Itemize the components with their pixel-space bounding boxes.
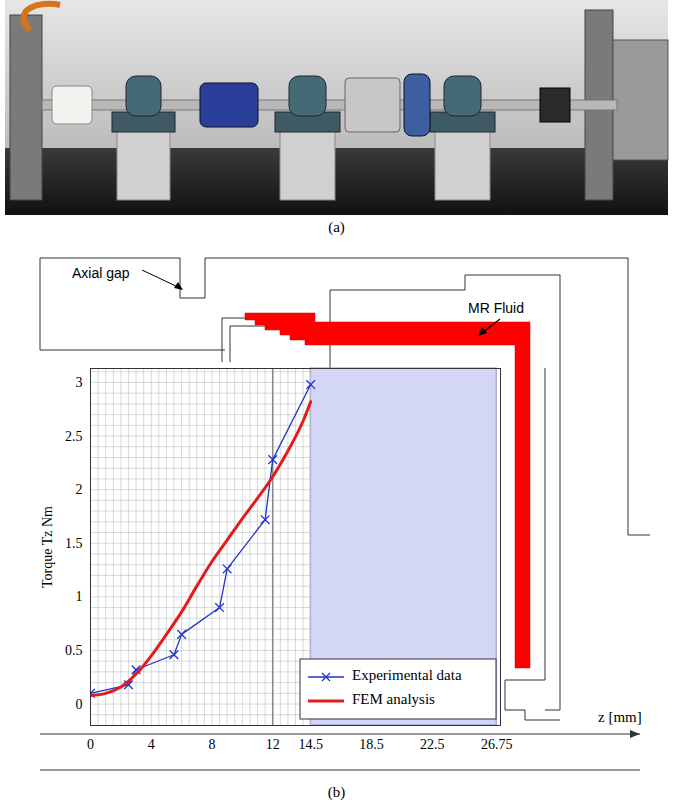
svg-text:FEM analysis: FEM analysis <box>352 691 435 707</box>
svg-text:1.5: 1.5 <box>65 536 83 551</box>
html-text:(a): (a) <box>328 219 345 235</box>
svg-text:0: 0 <box>87 737 94 752</box>
svg-text:2.5: 2.5 <box>65 429 83 444</box>
svg-text:z [mm]: z [mm] <box>598 709 642 725</box>
svg-text:22.5: 22.5 <box>420 737 445 752</box>
svg-text:12: 12 <box>266 737 280 752</box>
svg-text:0.5: 0.5 <box>65 643 83 658</box>
svg-text:4: 4 <box>148 737 155 752</box>
svg-text:26.75: 26.75 <box>481 737 513 752</box>
svg-text:8: 8 <box>208 737 215 752</box>
svg-text:1: 1 <box>76 589 83 604</box>
svg-text:Torque Tz Nm: Torque Tz Nm <box>40 506 55 588</box>
svg-text:18.5: 18.5 <box>359 737 384 752</box>
svg-text:0: 0 <box>76 697 83 712</box>
svg-text:Axial gap: Axial gap <box>72 265 130 281</box>
html-text:(b): (b) <box>327 784 346 800</box>
svg-text:3: 3 <box>76 375 83 390</box>
svg-text:2: 2 <box>76 482 83 497</box>
svg-text:Experimental data: Experimental data <box>352 667 462 683</box>
svg-text:MR Fluid: MR Fluid <box>468 300 524 316</box>
svg-text:14.5: 14.5 <box>298 737 323 752</box>
